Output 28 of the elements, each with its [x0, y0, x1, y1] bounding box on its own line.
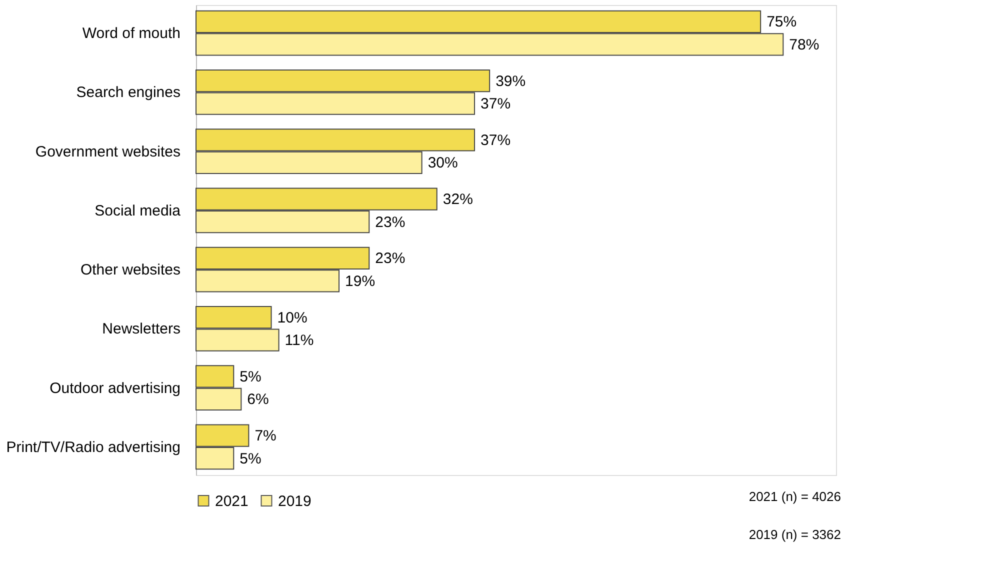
data-label: 11%	[284, 332, 314, 350]
data-label: 32%	[442, 191, 473, 208]
legend-label: 2021	[215, 492, 248, 510]
data-label: 39%	[496, 72, 526, 90]
data-label: 23%	[375, 214, 406, 231]
y-tick-label: Social media	[94, 202, 182, 220]
data-label: 5%	[240, 450, 262, 468]
y-tick-label: Other websites	[80, 262, 180, 279]
y-tick-label: Word of mouth	[82, 25, 180, 42]
y-tick-label: Outdoor advertising	[50, 380, 180, 397]
data-label: 6%	[247, 391, 269, 408]
y-tick-label: Government websites	[35, 143, 180, 160]
y-tick-label: Search engines	[76, 84, 180, 102]
data-label: 7%	[254, 428, 276, 445]
data-label: 78%	[789, 36, 820, 54]
data-label: 37%	[480, 132, 511, 149]
legend-label: 2019	[278, 492, 312, 510]
data-label: 75%	[766, 14, 797, 31]
data-label: 5%	[240, 368, 262, 386]
y-tick-label: Print/TV/Radio advertising	[6, 438, 180, 456]
text: 2019 (n) = 3362	[748, 527, 841, 542]
data-label: 23%	[375, 250, 406, 268]
data-label: 10%	[277, 309, 308, 326]
data-label: 30%	[428, 154, 458, 172]
text: 2021 (n) = 4026	[748, 489, 841, 504]
data-label: 37%	[480, 96, 511, 113]
y-tick-label: Newsletters	[102, 320, 180, 338]
data-label: 19%	[345, 272, 376, 290]
